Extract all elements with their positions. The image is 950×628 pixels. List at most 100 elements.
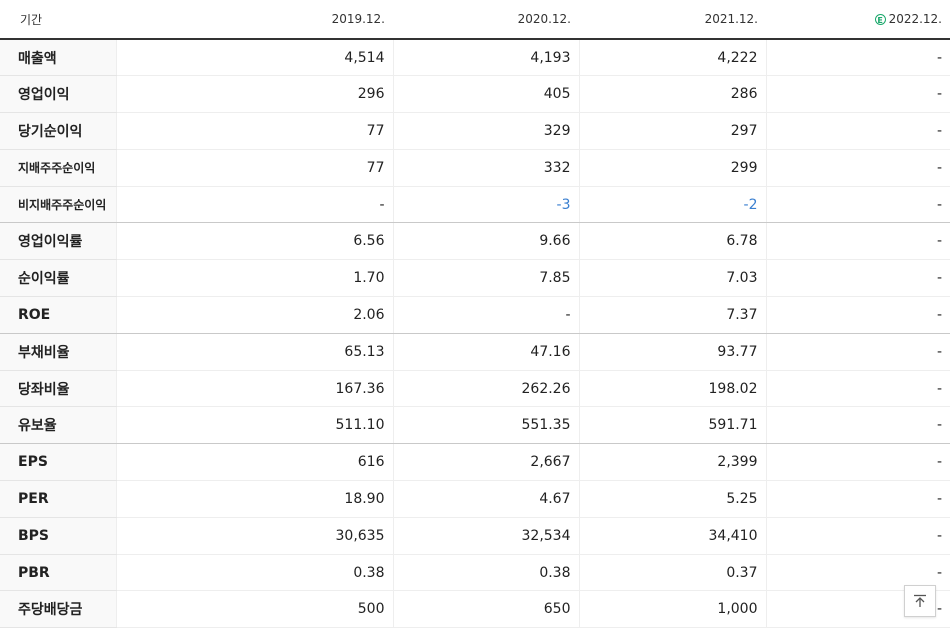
table-cell: -: [765, 406, 950, 445]
row-label: 지배주주순이익: [0, 149, 116, 187]
period-header: 기간: [0, 0, 116, 40]
row-label: 순이익률: [0, 259, 116, 298]
table-row: 순이익률 1.70 7.85 7.03-: [0, 259, 950, 298]
table-row: 지배주주순이익 77 332 299-: [0, 149, 950, 187]
table-cell: 77: [115, 112, 393, 150]
table-cell: -3: [392, 186, 579, 224]
row-label: 비지배주주순이익: [0, 186, 116, 224]
table-cell: 6.78: [578, 222, 766, 261]
year-header-2022-estimate: E 2022.12.: [766, 0, 950, 40]
table-cell: 1.70: [115, 259, 393, 298]
row-label: BPS: [0, 517, 116, 555]
table-cell: 650: [392, 590, 579, 628]
table-cell: 405: [392, 75, 579, 114]
table-cell: -: [765, 186, 950, 224]
table-cell: 4,514: [115, 39, 393, 77]
year-header-2019: 2019.12.: [116, 0, 393, 40]
row-label: 유보율: [0, 406, 116, 445]
row-label: PER: [0, 480, 116, 518]
table-cell: 77: [115, 149, 393, 187]
table-row: ROE 2.06-7.37-: [0, 296, 950, 334]
table-row: 당좌비율 167.36 262.26 198.02-: [0, 370, 950, 408]
table-cell: 65.13: [115, 333, 393, 371]
table-cell: 93.77: [578, 333, 766, 371]
table-cell: 0.38: [115, 554, 393, 592]
table-cell: 2.06: [115, 296, 393, 334]
table-cell: 34,410: [578, 517, 766, 555]
table-cell: 4,193: [392, 39, 579, 77]
row-label: 당좌비율: [0, 370, 116, 408]
year-header-2020: 2020.12.: [393, 0, 579, 40]
table-cell: 262.26: [392, 370, 579, 408]
table-cell: 6.56: [115, 222, 393, 261]
table-cell: 9.66: [392, 222, 579, 261]
table-cell: -: [765, 480, 950, 518]
table-cell: 18.90: [115, 480, 393, 518]
table-cell: 30,635: [115, 517, 393, 555]
table-row: 매출액 4,514 4,193 4,222-: [0, 39, 950, 77]
table-cell: -: [765, 517, 950, 555]
table-cell: 47.16: [392, 333, 579, 371]
table-cell: -2: [578, 186, 766, 224]
table-row: 부채비율 65.13 47.16 93.77-: [0, 333, 950, 371]
table-cell: -: [115, 186, 393, 224]
table-cell: 1,000: [578, 590, 766, 628]
table-cell: 5.25: [578, 480, 766, 518]
table-cell: 2,667: [392, 443, 579, 482]
table-cell: 329: [392, 112, 579, 150]
table-cell: -: [765, 443, 950, 482]
table-cell: -: [765, 370, 950, 408]
table-cell: 0.38: [392, 554, 579, 592]
table-cell: 7.37: [578, 296, 766, 334]
table-cell: -: [765, 39, 950, 77]
row-label: 영업이익률: [0, 222, 116, 261]
table-cell: 332: [392, 149, 579, 187]
table-row: 영업이익률 6.56 9.66 6.78-: [0, 222, 950, 261]
table-cell: 2,399: [578, 443, 766, 482]
row-label: 부채비율: [0, 333, 116, 371]
table-cell: -: [765, 333, 950, 371]
table-cell: 32,534: [392, 517, 579, 555]
table-cell: 591.71: [578, 406, 766, 445]
table-row: BPS 30,635 32,534 34,410-: [0, 517, 950, 555]
year-header-2021: 2021.12.: [579, 0, 766, 40]
table-cell: 500: [115, 590, 393, 628]
table-row: EPS 616 2,667 2,399-: [0, 443, 950, 482]
table-row: PBR 0.38 0.38 0.37-: [0, 554, 950, 592]
row-label: 당기순이익: [0, 112, 116, 150]
table-cell: 0.37: [578, 554, 766, 592]
row-label: EPS: [0, 443, 116, 482]
table-cell: -: [765, 149, 950, 187]
table-cell: 7.85: [392, 259, 579, 298]
table-cell: -: [765, 222, 950, 261]
table-row: PER 18.90 4.67 5.25-: [0, 480, 950, 518]
table-cell: 7.03: [578, 259, 766, 298]
table-cell: 198.02: [578, 370, 766, 408]
table-cell: 299: [578, 149, 766, 187]
table-row: 비지배주주순이익 - -3 -2-: [0, 186, 950, 224]
table-cell: -: [765, 75, 950, 114]
arrow-up-to-top-icon: [914, 594, 926, 607]
row-label: 주당배당금: [0, 590, 116, 628]
table-cell: 511.10: [115, 406, 393, 445]
table-cell: 297: [578, 112, 766, 150]
table-cell: -: [765, 112, 950, 150]
scroll-to-top-button[interactable]: [904, 585, 936, 617]
row-label: 영업이익: [0, 75, 116, 114]
row-label: PBR: [0, 554, 116, 592]
table-cell: 616: [115, 443, 393, 482]
table-cell: 4.67: [392, 480, 579, 518]
table-row: 유보율 511.10 551.35 591.71-: [0, 406, 950, 445]
table-cell: 286: [578, 75, 766, 114]
estimate-icon: E: [874, 14, 886, 25]
table-cell: -: [392, 296, 579, 334]
table-header-row: 기간 2019.12. 2020.12. 2021.12. E 2022.12.: [0, 0, 950, 40]
table-cell: 4,222: [578, 39, 766, 77]
table-cell: 167.36: [115, 370, 393, 408]
table-cell: 296: [115, 75, 393, 114]
table-cell: -: [765, 259, 950, 298]
year-header-2022-label: 2022.12.: [888, 12, 942, 26]
table-row: 주당배당금 500 650 1,000-: [0, 590, 950, 628]
table-cell: -: [765, 296, 950, 334]
